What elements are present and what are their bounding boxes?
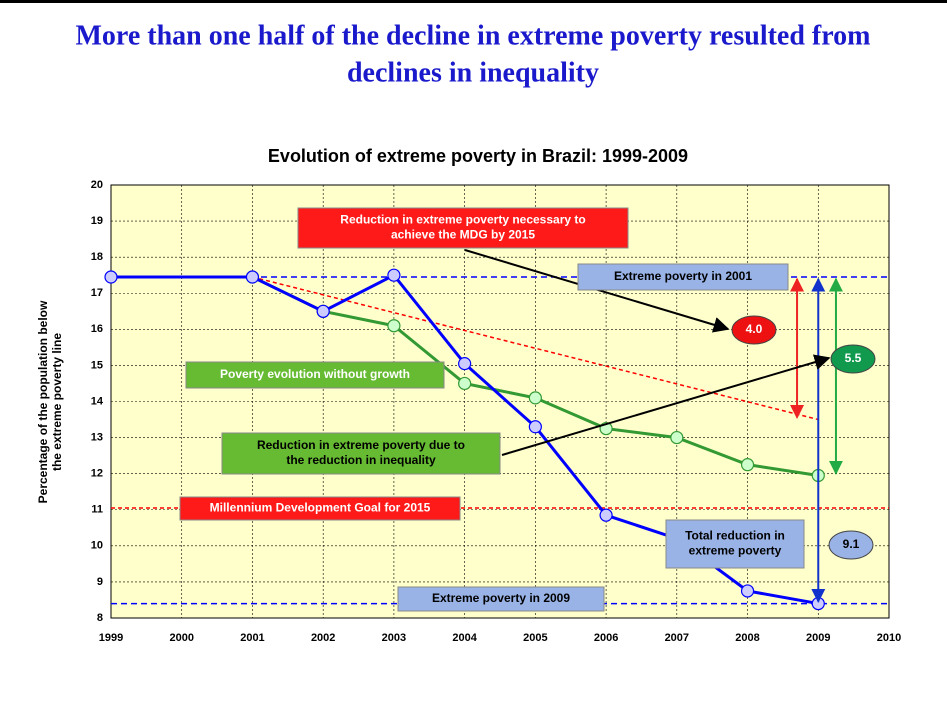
- without-growth-label-box: [185, 361, 445, 389]
- x-tick-label: 2010: [877, 632, 901, 644]
- extreme-poverty-2001-label-box: [577, 263, 789, 291]
- mdg-reduction-label: Reduction in extreme poverty necessary t…: [340, 213, 585, 227]
- inequality-label: Reduction in extreme poverty due to: [257, 438, 465, 452]
- point: [316, 304, 330, 318]
- mdg-goal-label-box: [179, 496, 461, 521]
- x-tick-label: 1999: [99, 632, 123, 644]
- y-tick-label: 8: [97, 612, 103, 624]
- mdg-reduction-label: achieve the MDG by 2015: [391, 228, 535, 242]
- point: [740, 584, 755, 598]
- y-axis-label: Percentage of the population below: [36, 300, 50, 503]
- extreme-poverty-2001-label: Extreme poverty in 2001: [614, 269, 752, 283]
- y-tick-label: 19: [91, 215, 103, 227]
- y-tick-label: 16: [91, 323, 103, 335]
- total-reduction-label: extreme poverty: [689, 544, 782, 558]
- slide-title: More than one half of the decline in ext…: [75, 20, 870, 51]
- x-tick-label: 2005: [523, 632, 547, 644]
- y-tick-label: 14: [91, 395, 104, 407]
- point: [458, 357, 472, 371]
- point: [528, 391, 542, 405]
- x-tick-label: 2007: [665, 632, 689, 644]
- extreme-poverty-2009-label: Extreme poverty in 2009: [432, 591, 570, 605]
- inequality-gap-value-bubble: [830, 344, 876, 374]
- total-gap-value-bubble: [828, 530, 874, 560]
- chart-title: Evolution of extreme poverty in Brazil: …: [268, 146, 688, 166]
- point: [245, 270, 260, 284]
- total-reduction-label: Total reduction in: [685, 529, 785, 543]
- x-tick-label: 2000: [169, 632, 193, 644]
- y-tick-label: 12: [91, 468, 103, 480]
- y-tick-label: 15: [91, 359, 103, 371]
- mdg-goal-label: Millennium Development Goal for 2015: [210, 501, 431, 515]
- y-tick-label: 10: [91, 540, 103, 552]
- point: [740, 458, 755, 472]
- point: [599, 508, 613, 522]
- y-tick-label: 11: [91, 504, 103, 516]
- without-growth-label: Poverty evolution without growth: [220, 367, 410, 381]
- inequality-label: the reduction in inequality: [286, 453, 436, 467]
- x-tick-label: 2003: [382, 632, 406, 644]
- inequality-gap-value: 5.5: [845, 351, 862, 365]
- total-reduction-label-box: [665, 519, 805, 569]
- x-tick-label: 2008: [735, 632, 759, 644]
- y-tick-label: 20: [91, 179, 103, 191]
- total-gap-value: 9.1: [843, 537, 860, 551]
- pointer-arrow: [501, 354, 831, 456]
- x-tick-label: 2001: [240, 632, 264, 644]
- y-tick-label: 9: [97, 576, 103, 588]
- x-tick-label: 2002: [311, 632, 335, 644]
- y-tick-label: 18: [91, 251, 103, 263]
- mdg-gap-value-bubble: [731, 315, 777, 345]
- inequality-label-box: [221, 432, 501, 475]
- y-axis-label: the extreme poverty line: [50, 333, 64, 471]
- x-tick-label: 2006: [594, 632, 618, 644]
- x-tick-label: 2004: [452, 632, 477, 644]
- point: [387, 319, 401, 333]
- trend-line: [252, 276, 819, 421]
- slide-title: declines in inequality: [347, 57, 599, 88]
- mdg-gap-value: 4.0: [746, 322, 763, 336]
- point: [458, 376, 472, 391]
- point: [528, 420, 542, 434]
- point: [104, 270, 118, 284]
- point: [387, 268, 401, 282]
- point: [670, 430, 684, 445]
- top-rule: [0, 0, 947, 3]
- y-tick-label: 13: [91, 431, 103, 443]
- extreme-poverty-2009-label-box: [397, 586, 605, 612]
- x-tick-label: 2009: [806, 632, 830, 644]
- plot-border: [110, 184, 890, 619]
- y-tick-label: 17: [91, 287, 103, 299]
- mdg-reduction-label-box: [297, 207, 629, 249]
